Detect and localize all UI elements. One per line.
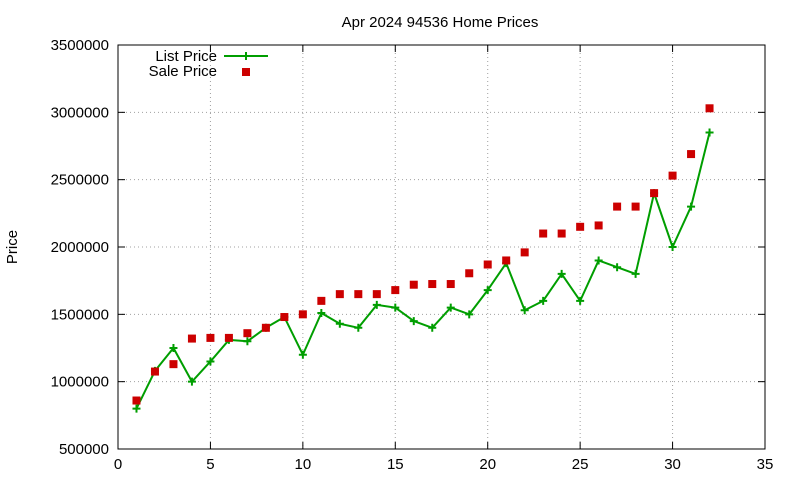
sale-price-point xyxy=(317,296,326,305)
y-tick-label: 3500000 xyxy=(51,37,109,54)
sale-price-point xyxy=(687,150,696,159)
list-price-point xyxy=(539,296,548,305)
list-price-point xyxy=(409,317,418,326)
sale-price-point xyxy=(465,269,474,278)
y-axis-label: Price xyxy=(4,230,21,264)
x-tick-label: 15 xyxy=(387,456,404,473)
y-tick-label: 1500000 xyxy=(51,306,109,323)
sale-price-point xyxy=(354,290,363,299)
list-price-point xyxy=(705,128,714,137)
list-price-point xyxy=(335,319,344,328)
list-price-point xyxy=(465,310,474,319)
list-price-point xyxy=(169,344,178,352)
x-tick-label: 25 xyxy=(572,456,589,473)
x-tick-label: 10 xyxy=(295,456,312,473)
sale-price-point xyxy=(280,313,289,322)
series-line-list-price xyxy=(135,132,711,410)
sale-price-point xyxy=(187,334,196,343)
list-price-point xyxy=(391,303,400,312)
sale-price-point xyxy=(502,256,511,265)
sale-price-point xyxy=(169,360,178,369)
list-price-point xyxy=(613,263,622,272)
y-tick-label: 2500000 xyxy=(51,172,109,189)
list-price-point xyxy=(557,269,566,278)
x-axis-ticks: 0 5 10 15 20 25 30 35 xyxy=(114,45,774,473)
list-price-point xyxy=(206,357,215,366)
x-tick-label: 30 xyxy=(664,456,681,473)
sale-price-point xyxy=(483,260,492,269)
sale-price-point xyxy=(539,229,548,238)
y-tick-label: 500000 xyxy=(59,441,109,458)
list-price-point xyxy=(187,377,196,386)
sale-price-point xyxy=(298,310,307,319)
sale-price-point xyxy=(224,333,233,342)
sale-price-point xyxy=(576,222,585,231)
sale-price-point xyxy=(520,248,529,257)
sale-price-point xyxy=(335,290,344,299)
sale-price-point xyxy=(428,280,437,289)
y-tick-label: 1000000 xyxy=(51,374,109,391)
plot-frame xyxy=(117,44,766,450)
sale-price-point xyxy=(261,323,270,332)
legend-marker-sale-price xyxy=(242,68,250,76)
sale-price-point xyxy=(613,202,622,211)
sale-price-point xyxy=(243,329,252,338)
sale-price-point xyxy=(206,333,215,342)
sale-price-point xyxy=(150,367,159,376)
list-price-point xyxy=(428,323,437,332)
list-price-point xyxy=(243,337,252,346)
list-price-point xyxy=(483,286,492,295)
sale-price-point xyxy=(650,189,659,198)
sale-price-point xyxy=(557,229,566,238)
series-layer xyxy=(132,104,714,413)
list-price-point xyxy=(594,256,603,265)
y-tick-label: 2000000 xyxy=(51,239,109,256)
list-price-point xyxy=(687,202,696,211)
list-price-point xyxy=(298,350,307,359)
chart-title: Apr 2024 94536 Home Prices xyxy=(342,14,539,31)
sale-price-point xyxy=(409,280,418,289)
list-price-point xyxy=(631,269,640,278)
sale-price-point xyxy=(446,280,455,289)
list-price-point xyxy=(576,296,585,305)
sale-price-point xyxy=(705,104,714,113)
y-axis-ticks: 500000 1000000 1500000 2000000 2500000 300000… xyxy=(51,37,765,458)
list-price-point xyxy=(668,243,677,251)
list-price-point xyxy=(132,404,141,413)
y-tick-label: 3000000 xyxy=(51,104,109,121)
list-price-point xyxy=(372,300,381,309)
x-tick-label: 35 xyxy=(757,456,774,473)
list-price-point xyxy=(354,323,363,332)
legend: List Price Sale Price xyxy=(149,48,268,80)
legend-marker-list-price xyxy=(242,52,250,60)
x-tick-label: 5 xyxy=(206,456,214,473)
list-price-point xyxy=(446,303,455,312)
legend-label-sale-price: Sale Price xyxy=(149,63,217,80)
x-tick-label: 0 xyxy=(114,456,122,473)
sale-price-point xyxy=(372,290,381,299)
sale-price-point xyxy=(391,286,400,295)
sale-price-point xyxy=(132,396,141,405)
sale-price-point xyxy=(594,221,603,230)
sale-price-point xyxy=(668,171,677,180)
list-price-point xyxy=(317,308,326,317)
legend-label-list-price: List Price xyxy=(155,48,217,65)
list-price-point xyxy=(520,306,529,315)
x-tick-label: 20 xyxy=(479,456,496,473)
grid-lines xyxy=(118,45,765,449)
sale-price-point xyxy=(631,202,640,211)
